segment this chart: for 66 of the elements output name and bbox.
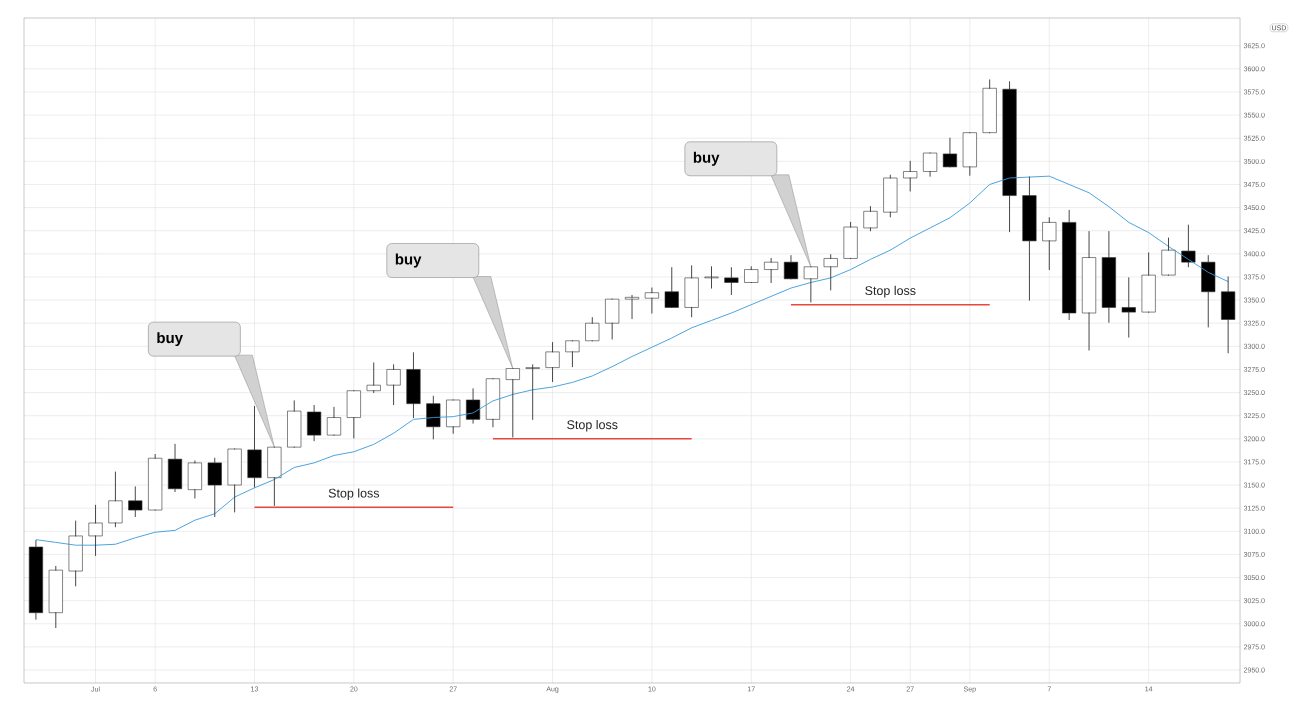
- candlestick: [1121, 277, 1136, 338]
- series-label: Stop loss: [567, 419, 618, 432]
- candlestick: [664, 267, 679, 308]
- series-label: Stop loss: [328, 488, 380, 501]
- candlestick: [644, 287, 659, 314]
- candlestick: [1002, 81, 1017, 233]
- candlestick: [863, 206, 878, 232]
- candlestick: [187, 460, 202, 499]
- candlestick: [764, 258, 779, 283]
- candlestick: [307, 405, 322, 442]
- candlestick: [466, 388, 481, 424]
- candlestick: [1221, 276, 1236, 354]
- candlestick: [1042, 217, 1057, 271]
- candlestick: [346, 390, 361, 439]
- series-label: Stop loss: [865, 285, 916, 298]
- candlestick: [1101, 231, 1116, 323]
- candlestick: [565, 340, 580, 368]
- candlestick: [446, 399, 461, 434]
- candlestick: [744, 266, 759, 283]
- candlestick: [1022, 176, 1037, 301]
- annotation: buy: [693, 151, 720, 166]
- candlestick: [267, 446, 282, 506]
- candlestick: [1141, 252, 1156, 313]
- candlestick: [783, 255, 799, 280]
- candlestick: [128, 486, 143, 517]
- candlestick: [167, 443, 183, 492]
- candlestick: [883, 174, 898, 218]
- candlestick: [605, 298, 620, 340]
- candlestick: [843, 221, 858, 259]
- candlestick: [942, 137, 957, 168]
- candlestick: [48, 566, 63, 628]
- candlestick: [903, 160, 918, 192]
- candlestick: [326, 406, 342, 436]
- candlestick: [1201, 255, 1216, 328]
- candlestick: [585, 317, 600, 342]
- candlestick: [982, 79, 997, 133]
- candlestick: [525, 364, 540, 420]
- candlestick: [88, 504, 103, 556]
- candlestick: [823, 254, 838, 291]
- candlestick: [1081, 231, 1097, 351]
- candlestick: [426, 395, 441, 440]
- candlestick: [406, 352, 421, 418]
- annotation: buy: [395, 253, 422, 268]
- candlestick: [148, 454, 163, 511]
- candlestick: [247, 405, 262, 488]
- candlestick: [962, 132, 977, 176]
- candlestick: [545, 342, 560, 382]
- annotation: buy: [157, 332, 183, 347]
- candlestick: [724, 267, 739, 295]
- candlestick: [287, 400, 302, 448]
- candlestick: [207, 457, 222, 517]
- candlestick: [505, 368, 520, 438]
- candlestick: [704, 266, 719, 289]
- candlestick: [1161, 237, 1176, 276]
- candlestick: [366, 362, 381, 394]
- candlestick: [1062, 209, 1077, 320]
- candlestick: [485, 378, 500, 428]
- candlestick: [624, 295, 640, 320]
- candlestick: [684, 265, 699, 318]
- candlestick: [386, 364, 401, 406]
- candlestick: [108, 471, 123, 528]
- candlestick: [923, 152, 938, 177]
- candlestick: [803, 266, 818, 303]
- candlestick: [28, 540, 43, 620]
- candlestick: [68, 520, 83, 587]
- candlestick: [227, 448, 242, 513]
